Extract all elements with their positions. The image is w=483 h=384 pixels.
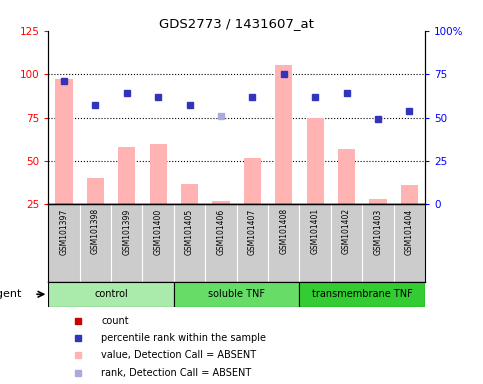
Bar <box>56 79 72 205</box>
Text: GSM101404: GSM101404 <box>405 209 414 255</box>
Text: GSM101405: GSM101405 <box>185 209 194 255</box>
Text: GSM101401: GSM101401 <box>311 209 320 255</box>
Text: GSM101408: GSM101408 <box>279 209 288 255</box>
Text: GSM101398: GSM101398 <box>91 209 100 255</box>
Bar <box>181 184 198 205</box>
Bar <box>174 282 299 307</box>
Text: rank, Detection Call = ABSENT: rank, Detection Call = ABSENT <box>101 368 251 378</box>
Text: transmembrane TNF: transmembrane TNF <box>312 289 412 299</box>
Text: soluble TNF: soluble TNF <box>208 289 265 299</box>
Bar <box>213 201 229 205</box>
Text: GSM101407: GSM101407 <box>248 209 257 255</box>
Text: GSM101397: GSM101397 <box>59 209 69 255</box>
Bar <box>338 149 355 205</box>
Bar <box>87 179 104 205</box>
Text: GSM101402: GSM101402 <box>342 209 351 255</box>
Text: percentile rank within the sample: percentile rank within the sample <box>101 333 266 343</box>
Text: agent: agent <box>0 289 22 299</box>
Text: GSM101403: GSM101403 <box>373 209 383 255</box>
Text: control: control <box>94 289 128 299</box>
Bar <box>369 199 386 205</box>
Bar <box>275 66 292 205</box>
Bar <box>150 144 167 205</box>
Title: GDS2773 / 1431607_at: GDS2773 / 1431607_at <box>159 17 314 30</box>
Text: GSM101400: GSM101400 <box>154 209 163 255</box>
Bar <box>299 282 425 307</box>
Bar <box>244 157 261 205</box>
Bar <box>307 118 324 205</box>
Text: GSM101399: GSM101399 <box>122 209 131 255</box>
Bar <box>48 282 174 307</box>
Text: count: count <box>101 316 128 326</box>
Bar <box>401 185 418 205</box>
Text: value, Detection Call = ABSENT: value, Detection Call = ABSENT <box>101 351 256 361</box>
Text: GSM101406: GSM101406 <box>216 209 226 255</box>
Bar <box>118 147 135 205</box>
